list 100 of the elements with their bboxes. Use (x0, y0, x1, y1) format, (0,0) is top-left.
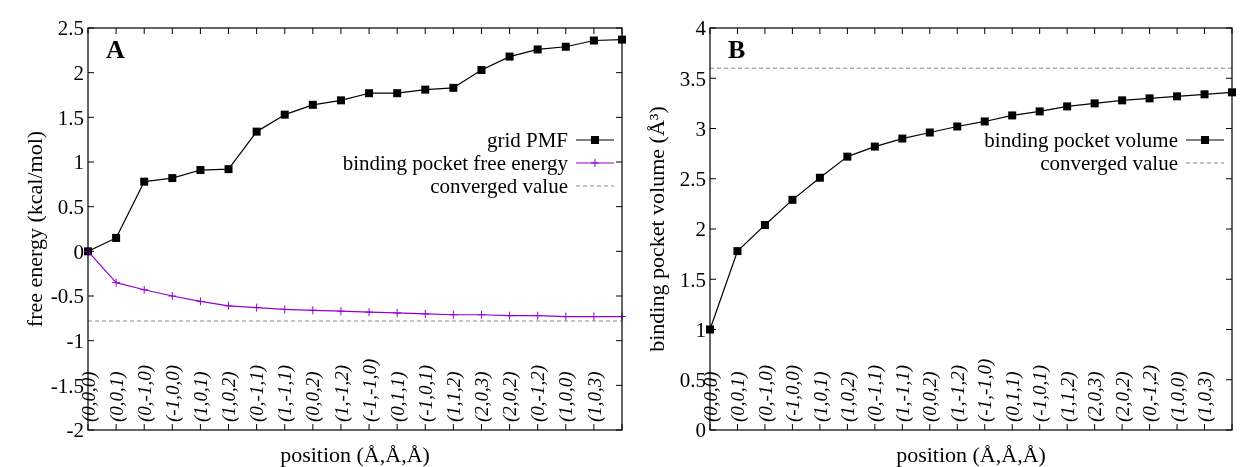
point (476, 310, 486, 320)
point (1118, 96, 1127, 105)
point (953, 122, 962, 131)
x-tick-label: (1,0,1) (809, 371, 832, 422)
point (561, 42, 570, 51)
x-tick-label: (2,0,2) (499, 371, 522, 422)
x-tick-label: (0,-1,2) (527, 365, 550, 422)
x-tick-label: (0,0,1) (105, 371, 128, 422)
point (308, 305, 318, 315)
y-tick-label: 2 (73, 61, 84, 86)
x-tick-label: (-1,0,1) (414, 365, 437, 422)
legend-label: converged value (1040, 151, 1178, 176)
x-tick-label: (1,0,0) (1166, 371, 1189, 422)
legend-label: binding pocket volume (984, 128, 1178, 153)
point (252, 127, 261, 136)
point (843, 152, 852, 161)
point (224, 165, 233, 174)
y-tick-label: 3.5 (679, 66, 706, 91)
x-tick-label: (0,-1,0) (754, 365, 777, 422)
point (448, 310, 458, 320)
point (1173, 92, 1182, 101)
point (589, 36, 598, 45)
x-tick-label: (1,0,3) (1194, 371, 1217, 422)
y-tick-label: 2 (695, 217, 706, 242)
point (760, 220, 769, 229)
point (365, 89, 374, 98)
y-tick-label: -1 (66, 329, 84, 354)
point (280, 110, 289, 119)
point (925, 128, 934, 137)
y-tick-label: 0 (73, 239, 84, 264)
x-tick-label: (0,-1,1) (246, 365, 269, 422)
point (788, 195, 797, 204)
x-tick-label: (0,-1,1) (864, 365, 887, 422)
y-tick-label: 0.5 (679, 368, 706, 393)
point (533, 311, 543, 321)
point (898, 134, 907, 143)
x-tick-label: (-1,0,1) (1029, 365, 1052, 422)
point (140, 177, 149, 186)
point (252, 303, 262, 313)
point (870, 142, 879, 151)
x-tick-label: (1,-1,2) (946, 365, 969, 422)
point (505, 52, 514, 61)
x-tick-label: (2,0,2) (1111, 371, 1134, 422)
y-tick-label: 1 (73, 150, 84, 175)
point (168, 174, 177, 183)
point (280, 304, 290, 314)
legend-label: converged value (430, 174, 568, 199)
x-tick-label: (0,-1,0) (133, 365, 156, 422)
y-tick-label: 1.5 (57, 105, 84, 130)
point (1090, 99, 1099, 108)
x-tick-label: (1,1,2) (443, 371, 466, 422)
point (733, 247, 742, 256)
point (421, 85, 430, 94)
x-tick-label: (1,0,0) (555, 371, 578, 422)
x-tick-label: (1,0,1) (190, 371, 213, 422)
x-tick-label: (1,0,2) (837, 371, 860, 422)
x-tick-label: (1,0,3) (583, 371, 606, 422)
y-tick-label: 0 (695, 418, 706, 443)
y-tick-label: -2 (66, 418, 84, 443)
x-tick-label: (0,1,1) (1001, 371, 1024, 422)
x-tick-label: (-1,0,0) (782, 365, 805, 422)
point (224, 301, 234, 311)
x-tick-label: (1,-1,2) (330, 365, 353, 422)
y-tick-label: 0.5 (57, 195, 84, 220)
annotation: A (106, 35, 125, 64)
y-tick-label: 2.5 (679, 167, 706, 192)
x-tick-label: (-1,-1,0) (358, 358, 381, 422)
x-tick-label: (0,0,2) (919, 371, 942, 422)
x-tick-label: (2,0,3) (1084, 371, 1107, 422)
point (815, 173, 824, 182)
point (196, 166, 205, 175)
y-axis-title: binding pocket volume (Å³) (644, 106, 669, 352)
y-tick-label: -0.5 (50, 284, 84, 309)
point (449, 83, 458, 92)
point (1008, 111, 1017, 120)
x-tick-label: (1,0,2) (218, 371, 241, 422)
y-tick-label: 3 (695, 116, 706, 141)
x-tick-label: (-1,-1,0) (974, 358, 997, 422)
point (393, 89, 402, 98)
y-axis-title: free energy (kcal/mol) (22, 130, 47, 328)
point (167, 291, 177, 301)
point (111, 278, 121, 288)
y-tick-label: 4 (695, 16, 707, 41)
y-tick-label: 1.5 (679, 267, 706, 292)
x-tick-label: (0,0,1) (727, 371, 750, 422)
x-axis-title: position (Å,Å,Å) (280, 442, 430, 467)
point (336, 306, 346, 316)
point (139, 285, 149, 295)
x-tick-label: (2,0,3) (471, 371, 494, 422)
point (505, 311, 515, 321)
x-axis-title: position (Å,Å,Å) (896, 442, 1046, 467)
point (477, 65, 486, 74)
point (1145, 94, 1154, 103)
x-tick-label: (0,-1,2) (1139, 365, 1162, 422)
point (336, 96, 345, 105)
x-tick-label: (0,0,2) (302, 371, 325, 422)
point (1063, 102, 1072, 111)
point (112, 233, 121, 242)
annotation: B (728, 35, 746, 64)
point (195, 296, 205, 306)
